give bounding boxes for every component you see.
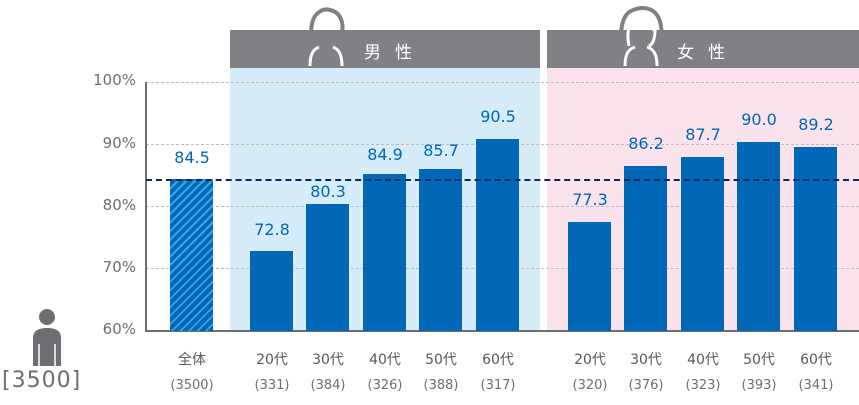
bar-male-30s [306,204,349,331]
xlabel-female-60s: 60代 [800,352,832,368]
xn-male-60s: (317) [480,378,516,393]
ytick-80: 80% [102,196,136,214]
female-header: 女性 [547,6,859,68]
bar-male-40s [363,174,406,331]
average-reference-line [146,179,859,181]
bar-female-50s [737,142,780,331]
xlabel-male-60s: 60代 [482,352,514,368]
xn-female-20s: (320) [572,378,608,393]
xlabel-male-50s: 50代 [425,352,457,368]
ytick-100: 100% [93,71,136,89]
xn-female-30s: (376) [628,378,664,393]
xlabel-female-50s: 50代 [743,352,775,368]
value-female-20s: 77.3 [572,190,608,209]
bar-overall [170,179,213,331]
xlabel-male-30s: 30代 [312,352,344,368]
ytick-60: 60% [102,320,136,338]
bar-female-30s [624,166,667,331]
xn-male-30s: (384) [310,378,346,393]
xn-male-20s: (331) [254,378,290,393]
value-female-30s: 86.2 [628,134,664,153]
ytick-70: 70% [102,258,136,276]
value-female-50s: 90.0 [741,110,777,129]
xlabel-male-20s: 20代 [256,352,288,368]
bar-female-60s [794,147,837,331]
value-male-50s: 85.7 [423,141,459,160]
xn-male-40s: (326) [367,378,403,393]
xlabel-female-20s: 20代 [574,352,606,368]
xn-female-40s: (323) [685,378,721,393]
value-male-20s: 72.8 [254,220,290,239]
male-person-icon [306,7,346,66]
female-person-icon [619,6,664,66]
xn-male-50s: (388) [423,378,459,393]
xn-female-50s: (393) [741,378,777,393]
bar-female-20s [568,222,611,331]
female-header-label: 女性 [677,43,739,63]
value-male-30s: 80.3 [310,182,346,201]
y-axis-line [145,82,147,332]
xlabel-female-40s: 40代 [687,352,719,368]
xlabel-overall: 全体 [178,352,206,368]
xlabel-male-40s: 40代 [369,352,401,368]
x-axis-line [145,330,859,332]
y-axis-labels: 100% 90% 80% 70% 60% [76,0,136,405]
bar-female-40s [681,157,724,331]
person-icon [33,309,61,366]
value-female-60s: 89.2 [798,115,834,134]
value-male-40s: 84.9 [367,145,403,164]
male-header-label: 男性 [364,43,426,63]
xn-female-60s: (341) [798,378,834,393]
male-header: 男性 [230,7,540,68]
value-overall: 84.5 [174,148,210,167]
ytick-90: 90% [102,134,136,152]
value-male-60s: 90.5 [480,107,516,126]
total-sample-label: [3500] [2,368,82,393]
bar-male-50s [419,169,462,331]
bar-male-60s [476,139,519,331]
gridline-100 [146,82,859,83]
bar-male-20s [250,251,293,331]
xlabel-female-30s: 30代 [630,352,662,368]
xn-overall: (3500) [170,378,214,393]
value-female-40s: 87.7 [685,125,721,144]
